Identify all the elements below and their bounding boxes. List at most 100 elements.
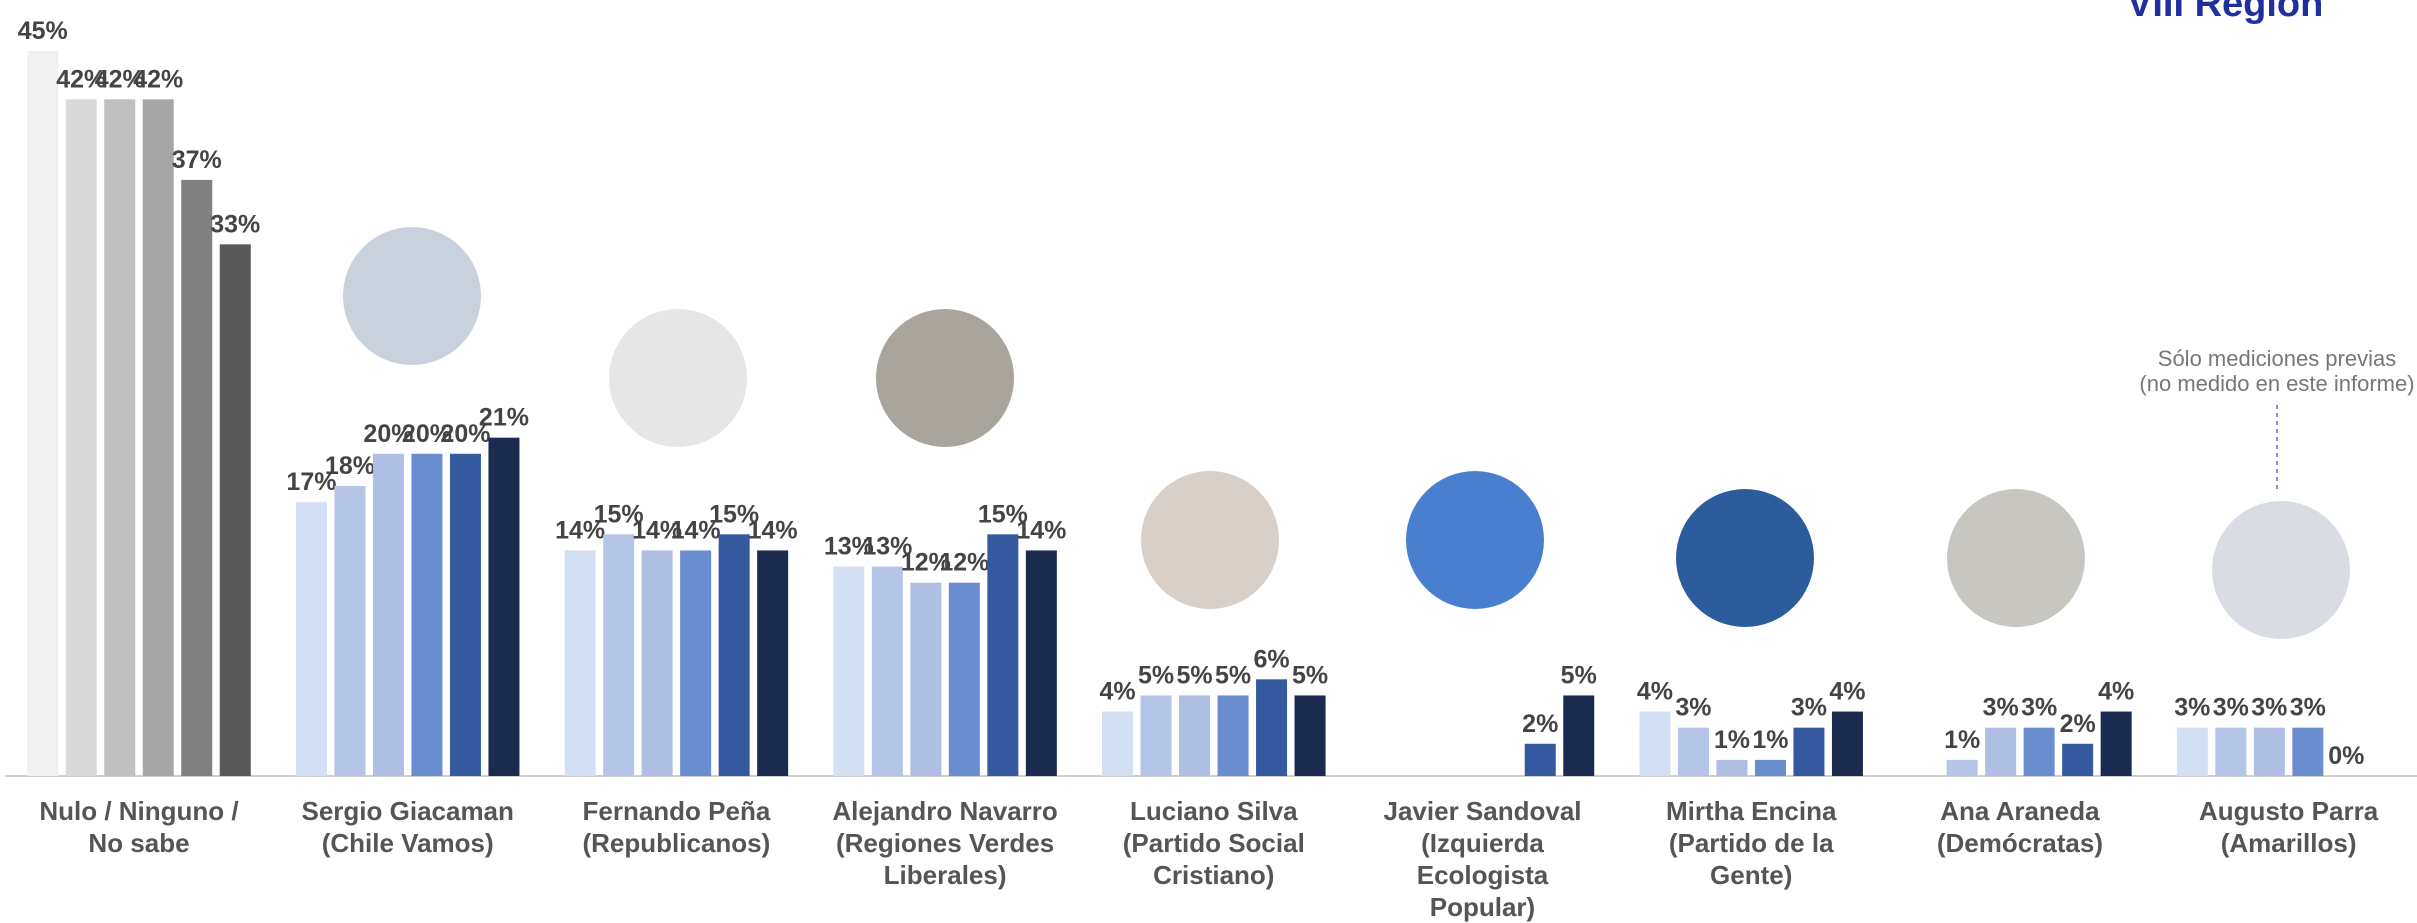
bar	[2176, 727, 2208, 776]
data-label: 3%	[2251, 694, 2287, 722]
data-label: 5%	[1215, 661, 1251, 689]
data-label: 42%	[133, 65, 183, 93]
bar	[372, 453, 404, 776]
data-label: 12%	[901, 549, 951, 577]
data-label: 18%	[325, 452, 375, 480]
data-label: 1%	[1944, 726, 1980, 754]
annotation: Sólo mediciones previas	[2158, 346, 2396, 371]
data-label: 12%	[939, 549, 989, 577]
photo	[343, 227, 481, 365]
bar	[2062, 743, 2094, 776]
data-label: 37%	[172, 146, 222, 174]
bar	[1563, 695, 1595, 776]
bar	[757, 550, 789, 776]
data-label: 20%	[440, 420, 490, 448]
data-label: 5%	[1292, 661, 1328, 689]
x-tick-label: Mirtha Encina (Partido de la Gente)	[1666, 796, 1837, 890]
photo	[1947, 489, 2085, 627]
data-label: 6%	[1253, 645, 1289, 673]
data-label: 45%	[18, 17, 68, 45]
data-label: 3%	[1791, 694, 1827, 722]
bar	[219, 244, 251, 777]
bar	[2292, 727, 2324, 776]
bar	[987, 534, 1019, 776]
data-label: 1%	[1714, 726, 1750, 754]
data-label: 3%	[1675, 694, 1711, 722]
bar	[603, 534, 635, 776]
bar	[295, 502, 327, 776]
bar	[65, 99, 97, 777]
data-label: 14%	[1016, 516, 1066, 544]
bar	[104, 99, 136, 777]
x-tick-label: Nulo / Ninguno / No sabe	[39, 796, 238, 858]
data-label: 1%	[1752, 726, 1788, 754]
bar	[871, 566, 903, 776]
data-label: 4%	[1829, 678, 1865, 706]
data-label: 3%	[2213, 694, 2249, 722]
bar	[1831, 711, 1863, 776]
data-label: 14%	[632, 516, 682, 544]
data-label: 4%	[1099, 678, 1135, 706]
bar	[1716, 759, 1748, 776]
x-tick-label: Alejandro Navarro (Regiones Verdes Liberal…	[832, 796, 1057, 890]
data-label: 21%	[479, 404, 529, 432]
data-label: 0%	[2328, 742, 2364, 770]
data-label: 13%	[862, 533, 912, 561]
data-label: 3%	[2174, 694, 2210, 722]
bar	[910, 582, 942, 776]
data-label: 2%	[2060, 710, 2096, 738]
bar	[1102, 711, 1134, 776]
annotation: (no medido en este informe)	[2139, 371, 2414, 396]
bar	[833, 566, 865, 776]
data-label: 5%	[1561, 661, 1597, 689]
bar	[181, 179, 213, 776]
chart-title: VIII Región	[2127, 0, 2323, 25]
bar	[334, 486, 366, 776]
data-label: 20%	[363, 420, 413, 448]
photo	[1141, 471, 1279, 609]
bar	[2215, 727, 2247, 776]
bar	[1985, 727, 2017, 776]
bar	[1639, 711, 1671, 776]
data-label: 14%	[748, 516, 798, 544]
bar	[1677, 727, 1709, 776]
data-label: 14%	[555, 516, 605, 544]
bar	[142, 99, 174, 777]
x-tick-label: Augusto Parra (Amarillos)	[2199, 796, 2379, 858]
bar	[1217, 695, 1249, 776]
photo	[876, 309, 1014, 447]
bar	[1946, 759, 1978, 776]
bar	[1524, 743, 1556, 776]
x-tick-label: Javier Sandoval (Izquierda Ecologista Popul…	[1384, 796, 1582, 922]
x-tick-label: Luciano Silva (Partido Social Cristiano)	[1123, 796, 1305, 890]
data-label: 2%	[1522, 710, 1558, 738]
data-label: 3%	[1983, 694, 2019, 722]
bar	[1140, 695, 1172, 776]
bar	[680, 550, 712, 776]
photo	[609, 309, 747, 447]
data-label: 4%	[1637, 678, 1673, 706]
data-label: 5%	[1176, 661, 1212, 689]
bar	[564, 550, 596, 776]
bar	[1256, 679, 1288, 776]
data-label: 15%	[978, 500, 1028, 528]
bar	[641, 550, 673, 776]
bar	[718, 534, 750, 776]
bar	[2100, 711, 2132, 776]
data-label: 14%	[671, 516, 721, 544]
photo	[1406, 471, 1544, 609]
bar	[1179, 695, 1211, 776]
bar	[449, 453, 481, 776]
bar	[1294, 695, 1326, 776]
bar	[2253, 727, 2285, 776]
data-label: 4%	[2098, 678, 2134, 706]
data-label: 33%	[210, 210, 260, 238]
photo	[2212, 501, 2350, 639]
data-label: 13%	[824, 533, 874, 561]
bar	[27, 51, 59, 776]
bar	[411, 453, 443, 776]
data-label: 15%	[594, 500, 644, 528]
x-tick-label: Ana Araneda (Demócratas)	[1937, 796, 2103, 858]
data-label: 20%	[402, 420, 452, 448]
